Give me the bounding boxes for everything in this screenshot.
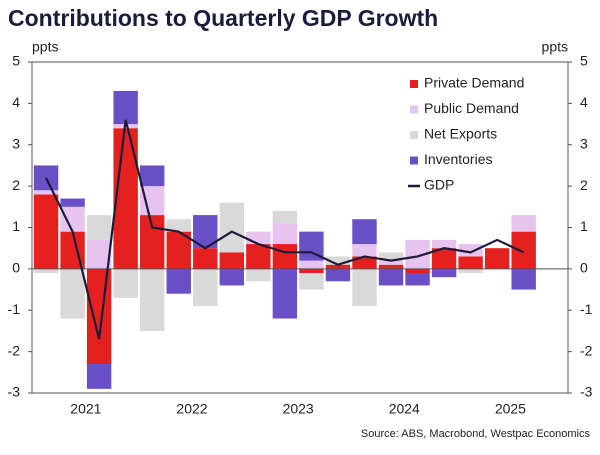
y-tick-label: 1 — [12, 218, 20, 234]
y2-tick-label: 4 — [580, 94, 588, 110]
bar-segment — [405, 273, 430, 286]
bar-segment — [299, 260, 324, 269]
bar-segment — [352, 256, 377, 269]
y-tick-label: -1 — [8, 301, 21, 317]
bar-segment — [139, 165, 165, 187]
bar-segment — [246, 244, 271, 269]
bar-segment — [166, 268, 191, 294]
y2-tick-label: -3 — [580, 384, 593, 400]
bar-segment — [219, 268, 245, 286]
bar-segment — [325, 268, 351, 282]
gdp-line — [45, 119, 525, 340]
chart-title: Contributions to Quarterly GDP Growth — [8, 5, 438, 31]
y2-tick-label: -2 — [580, 342, 593, 358]
bar-segment — [139, 268, 165, 331]
legend-label: Public Demand — [424, 100, 519, 116]
bar-segment — [219, 252, 245, 269]
bar-segment — [272, 268, 298, 319]
bar-segment — [193, 248, 218, 269]
bar-segment — [378, 260, 404, 265]
bar-segment — [246, 268, 271, 282]
bar-segment — [33, 194, 59, 269]
bar-segment — [272, 223, 298, 245]
bar-segment — [378, 252, 404, 261]
y2-tick-label: 5 — [580, 53, 588, 69]
bar-segment — [113, 90, 138, 125]
bar-segment — [60, 206, 85, 232]
x-tick-label: 2022 — [176, 401, 207, 417]
y2-tick-label: 0 — [580, 260, 588, 276]
y2-tick-label: 1 — [580, 218, 588, 234]
bar-segment — [431, 268, 457, 278]
bar-segment — [431, 248, 457, 269]
bar-segment — [325, 264, 351, 269]
y2-tick-label: -1 — [580, 301, 593, 317]
bar-segment — [246, 231, 271, 245]
x-tick-label: 2025 — [495, 401, 526, 417]
y-tick-label: 5 — [12, 53, 20, 69]
bar-segment — [193, 268, 218, 307]
bar-segment — [60, 268, 85, 319]
legend-label: Private Demand — [424, 75, 524, 91]
bar-segment — [458, 244, 483, 257]
x-tick-label: 2024 — [389, 401, 420, 417]
bar-segment — [33, 268, 59, 274]
bar-segment — [60, 198, 85, 207]
bar-segment — [405, 268, 430, 274]
bar-segment — [352, 219, 377, 245]
bar-segment — [431, 239, 457, 249]
bar-segment — [378, 264, 404, 269]
bar-segment — [299, 273, 324, 290]
legend-label: Inventories — [424, 151, 492, 167]
y2-axis-label: ppts — [542, 39, 568, 55]
bar-segment — [299, 268, 324, 274]
bar-segment — [511, 268, 536, 290]
legend-swatch — [410, 105, 418, 114]
y-tick-label: 0 — [12, 260, 20, 276]
y-axis-label: ppts — [32, 39, 58, 55]
bar-segment — [378, 268, 404, 286]
legend-swatch — [410, 80, 418, 88]
y-tick-label: -2 — [8, 342, 21, 358]
bar-segment — [458, 256, 483, 269]
bar-segment — [219, 202, 245, 253]
bar-segment — [484, 248, 510, 269]
bar-segment — [511, 231, 536, 269]
legend-swatch — [410, 131, 418, 139]
legend-label: Net Exports — [424, 126, 497, 142]
legend-label: GDP — [424, 177, 454, 193]
bar-segment — [272, 244, 298, 269]
y-tick-label: -3 — [8, 384, 21, 400]
bar-segment — [352, 244, 377, 257]
bar-segment — [352, 268, 377, 307]
y-tick-label: 4 — [12, 94, 20, 110]
y2-tick-label: 2 — [580, 177, 588, 193]
y-tick-label: 2 — [12, 177, 20, 193]
x-tick-label: 2021 — [70, 401, 101, 417]
bar-segment — [272, 210, 298, 224]
source-note: Source: ABS, Macrobond, Westpac Economic… — [361, 428, 591, 440]
bar-segment — [325, 256, 351, 265]
bar-segment — [86, 364, 112, 389]
y-tick-label: 3 — [12, 135, 20, 151]
legend-swatch — [410, 156, 418, 165]
bar-segment — [86, 268, 112, 365]
bar-segment — [458, 268, 483, 274]
bar-segment — [33, 190, 59, 195]
x-tick-label: 2023 — [283, 401, 314, 417]
y2-tick-label: 3 — [580, 135, 588, 151]
bar-segment — [113, 268, 138, 298]
bar-segment — [166, 219, 191, 232]
bar-segment — [511, 215, 536, 232]
bar-segment — [86, 215, 112, 240]
